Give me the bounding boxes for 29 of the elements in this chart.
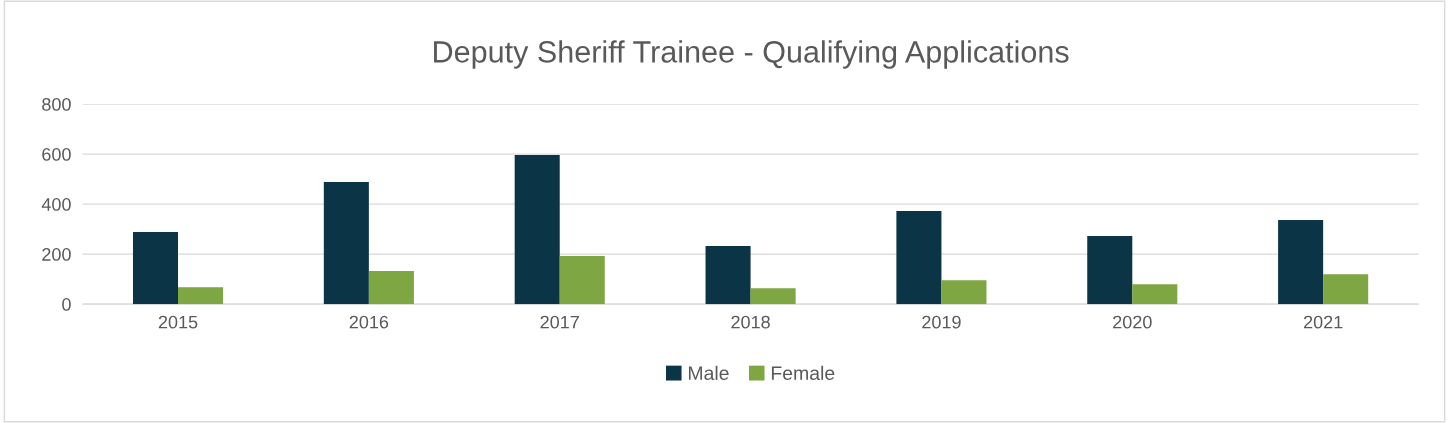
bar [514,155,560,305]
y-tick-label: 600 [42,148,71,161]
bar [896,211,942,305]
bar [559,256,605,305]
y-tick-label: 800 [42,97,71,111]
y-tick-label: 200 [42,248,71,261]
bar [1323,274,1369,305]
x-tick-label: 2017 [540,315,579,329]
bar [178,287,224,305]
legend-label: Female [771,365,835,381]
bar [368,271,414,305]
y-tick-label: 0 [62,298,71,311]
x-tick-label: 2019 [922,315,961,329]
bar [1132,284,1178,305]
x-tick-label: 2016 [349,315,389,329]
x-tick-label: 2021 [1303,315,1343,329]
bar [1087,236,1133,305]
chart-title: Deputy Sheriff Trainee - Qualifying Applications [434,40,1069,69]
bar [941,280,987,305]
bar [1278,220,1324,305]
x-tick-label: 2015 [158,315,198,329]
legend-label: Male [688,365,729,381]
bar [705,246,751,305]
x-tick-label: 2020 [1113,315,1152,329]
bar [323,182,369,305]
bar [132,232,179,305]
y-tick-label: 400 [41,198,71,211]
bar [750,288,796,305]
x-tick-label: 2018 [731,315,770,329]
